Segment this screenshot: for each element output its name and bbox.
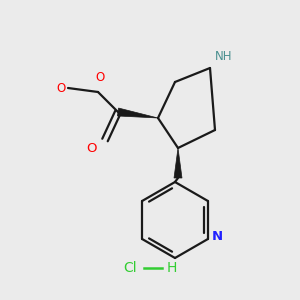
Text: N: N: [212, 230, 223, 244]
Text: O: O: [57, 82, 66, 94]
Text: O: O: [86, 142, 97, 155]
Text: O: O: [95, 71, 105, 84]
Polygon shape: [174, 148, 182, 178]
Text: NH: NH: [215, 50, 232, 63]
Text: H: H: [167, 261, 177, 275]
Text: Cl: Cl: [123, 261, 137, 275]
Polygon shape: [117, 108, 158, 118]
